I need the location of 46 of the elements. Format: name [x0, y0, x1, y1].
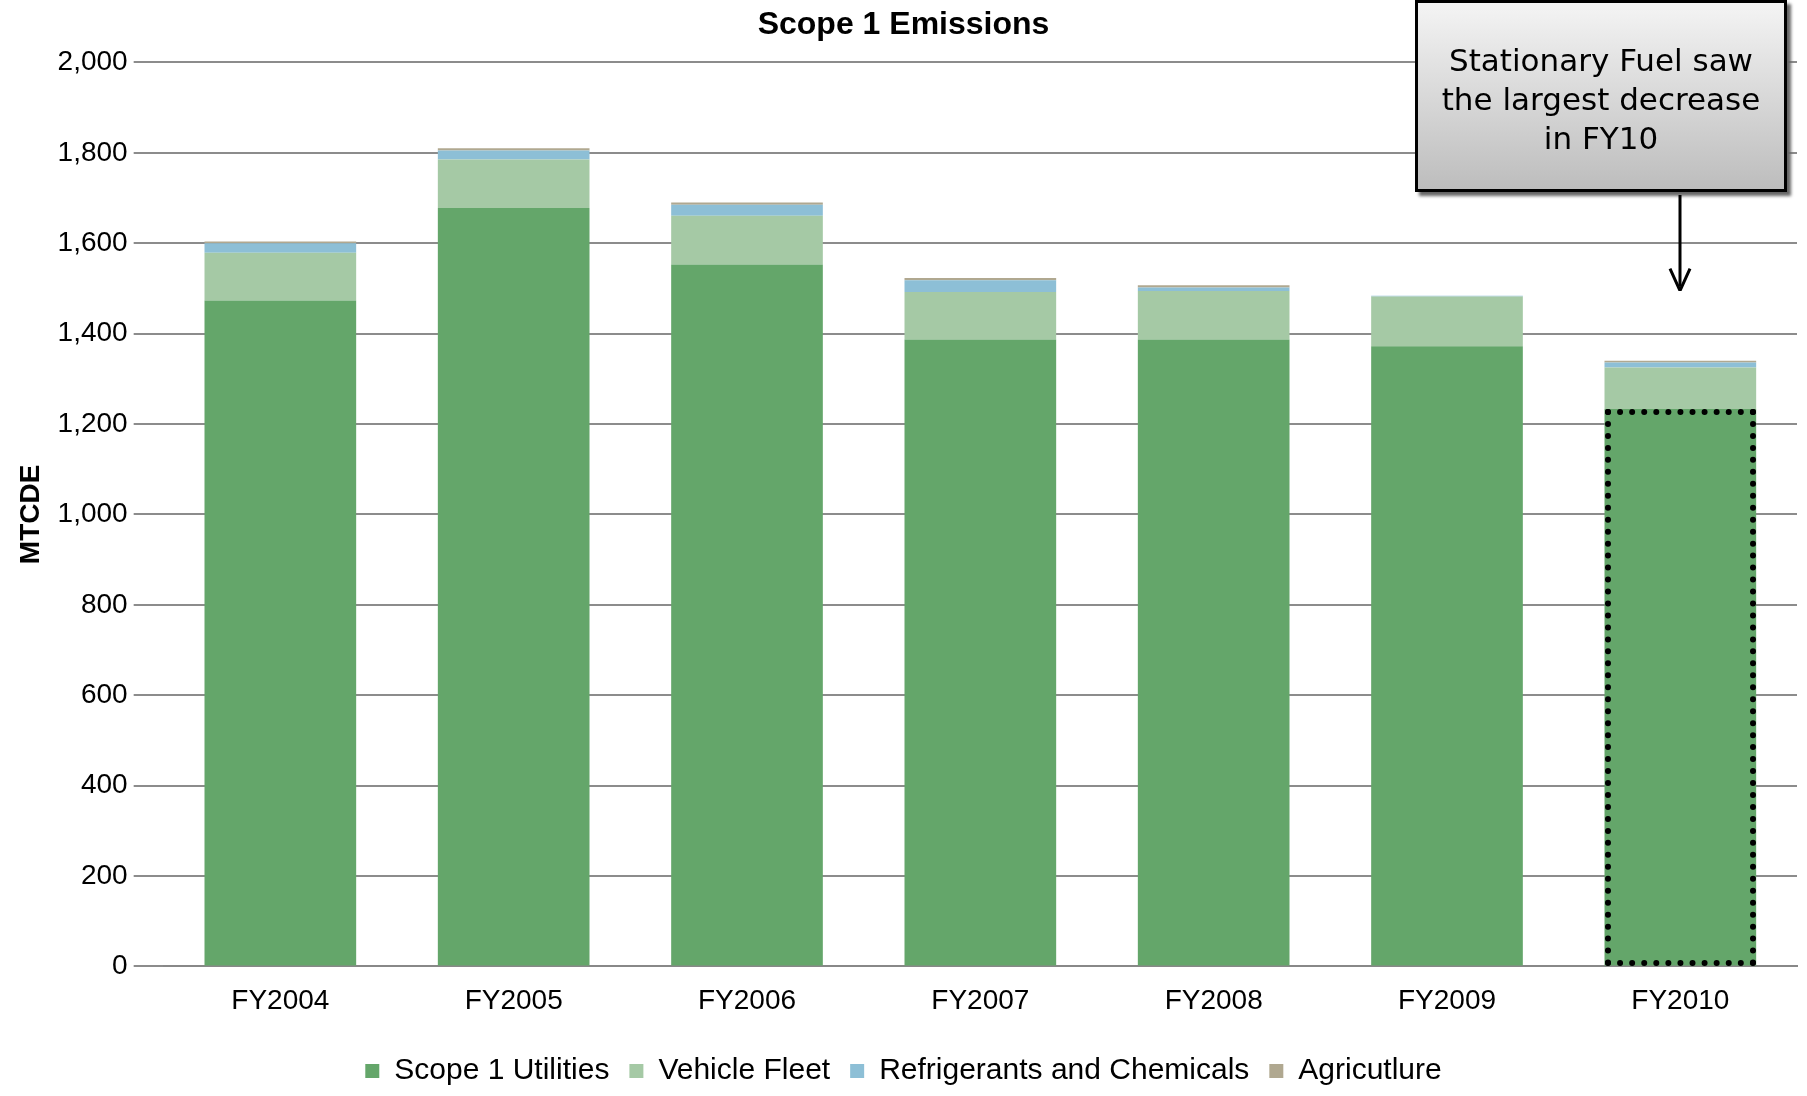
y-tick-label: 400 — [80, 768, 128, 800]
bar — [1604, 362, 1757, 368]
x-tick-label: FY2008 — [1164, 983, 1263, 1015]
bar — [437, 159, 590, 208]
y-tick-label: 1,600 — [57, 225, 128, 257]
annotation: Stationary Fuel saw the largest decrease in FY10 — [1441, 42, 1761, 156]
bar — [904, 280, 1057, 293]
bar — [437, 148, 590, 151]
x-tick-label: FY2004 — [231, 983, 330, 1015]
x-tick-label: FY2009 — [1397, 983, 1497, 1015]
bar — [1137, 287, 1290, 292]
x-tick-label: FY2007 — [931, 983, 1030, 1015]
legend-label: Refrigerants and Chemicals — [879, 1052, 1250, 1086]
y-tick-label: 200 — [80, 858, 128, 890]
bar — [1371, 346, 1523, 966]
bar — [1137, 291, 1290, 340]
y-tick-label: 600 — [80, 677, 128, 709]
bar — [1604, 367, 1757, 410]
y-axis-title: MTCDE — [13, 464, 45, 565]
y-tick-label: 800 — [80, 587, 128, 619]
x-tick-label: FY2005 — [464, 983, 563, 1015]
bar — [204, 243, 357, 253]
y-tick-label: 1,200 — [57, 406, 128, 438]
y-tick-label: 2,000 — [57, 45, 128, 77]
bar — [437, 150, 590, 160]
bar — [904, 292, 1057, 340]
legend-label: Agricutlure — [1298, 1052, 1442, 1086]
y-tick-label: 0 — [112, 949, 128, 981]
bar — [904, 339, 1057, 966]
x-tick-label: FY2006 — [697, 983, 797, 1015]
bar — [671, 264, 823, 966]
legend-label: Vehicle Fleet — [658, 1052, 831, 1086]
bar — [671, 215, 823, 265]
bar — [1371, 296, 1523, 347]
bar — [1137, 339, 1290, 966]
bar — [204, 300, 357, 966]
y-tick-label: 1,000 — [57, 497, 128, 529]
legend-label: Scope 1 Utilities — [394, 1052, 610, 1086]
bar — [437, 207, 590, 966]
y-tick-label: 1,400 — [57, 316, 128, 348]
bar — [204, 252, 357, 301]
callout-box: Stationary Fuel saw the largest decrease in FY10 — [1415, 0, 1787, 192]
chart-title: Scope 1 Emissions — [757, 5, 1050, 42]
y-tick-label: 1,800 — [57, 135, 128, 167]
bar — [671, 204, 823, 216]
x-tick-label: FY2010 — [1631, 983, 1730, 1015]
